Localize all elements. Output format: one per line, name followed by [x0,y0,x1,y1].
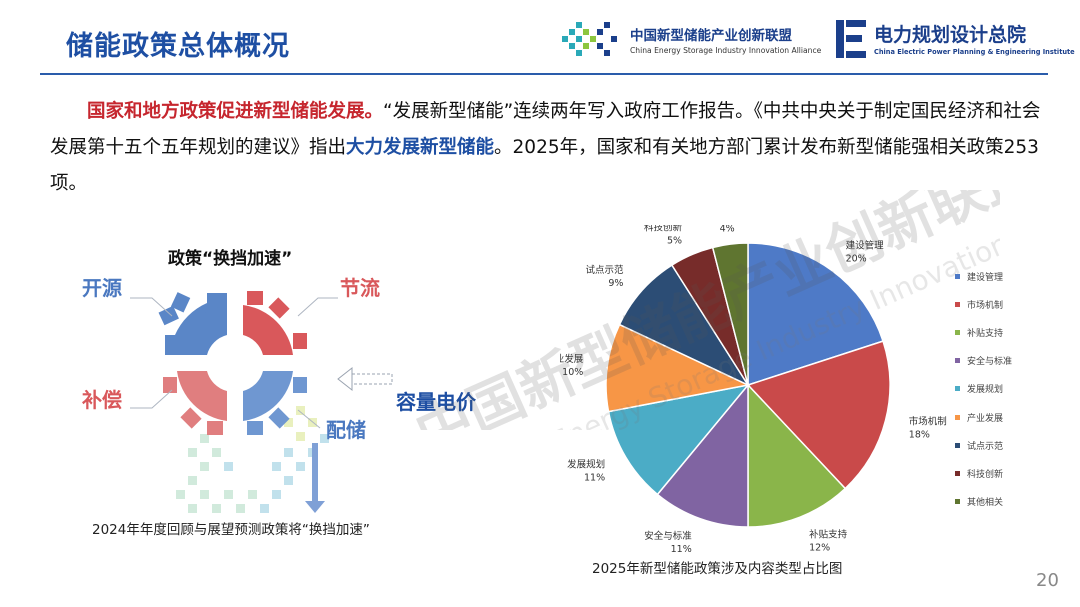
gear-diagram-caption: 2024年年度回顾与展望预测政策将“换挡加速” [92,522,370,538]
pie-label-category-6: 产业发展 [560,353,584,365]
pie-label-value-2: 18% [909,429,930,440]
pie-label-value-7: 9% [608,278,623,289]
gear-diagram [130,291,393,513]
pie-label-value-9: 4% [720,225,735,234]
legend-label-7: 试点示范 [967,441,1004,452]
legend-label-6: 产业发展 [967,413,1004,424]
pie-slice-4 [656,382,749,528]
legend-item-1: 建设管理 [955,262,1012,290]
legend-item-8: 科技创新 [955,459,1012,487]
pie-label-category-4: 安全与标准 [644,530,692,542]
policy-type-pie-chart: 建设管理 20% 市场机制 18% 补贴支持 12% 安全与标准 11% 发展规划 11% 产业发展… [560,225,947,555]
pie-label-value-8: 5% [667,236,682,247]
pie-slice-6 [605,323,751,413]
legend-item-9: 其他相关 [955,488,1012,516]
legend-label-1: 建设管理 [967,272,1004,283]
legend-swatch-9 [955,499,960,505]
legend-item-3: 补贴支持 [955,318,1012,346]
pie-slice-2 [746,340,891,490]
pie-label-value-4: 11% [671,544,692,555]
pie-label-category-5: 发展规划 [567,459,605,471]
pie-slice-7 [618,264,751,387]
legend-swatch-8 [955,470,960,476]
pie-label-category-1: 建设管理 [846,240,885,252]
intro-text-1: “发展新型储能”连续两年写入政府工作报告。《中共中央关于制定国民经济和社会发展第… [50,101,1041,158]
label-kaiyuan: 开源 [82,276,122,300]
gear-center-ring [211,339,259,387]
legend-item-6: 产业发展 [955,403,1012,431]
intro-text-2: 。2025年，国家和有关地方部门累计发布新型储能强相关政策253项。 [50,137,1039,194]
legend-item-7: 试点示范 [955,431,1012,459]
intro-paragraph: 国家和地方政策促进新型储能发展。“发展新型储能”连续两年写入政府工作报告。《中共… [50,94,1042,202]
pie-label-category-3: 补贴支持 [809,528,848,540]
legend-label-8: 科技创新 [967,469,1004,480]
pie-label-value-3: 12% [809,542,830,553]
gear-quadrant-bottom-left [163,371,227,435]
pie-label-category-2: 市场机制 [909,415,947,427]
pie-slice-5 [607,383,750,496]
institute-logo-icon [836,20,866,58]
alliance-logo-icon [562,22,617,56]
intro-lead: 国家和地方政策促进新型储能发展。 [87,101,384,122]
label-capacity-price: 容量电价 [396,390,476,414]
alliance-name-cn: 中国新型储能产业创新联盟 [630,28,792,44]
gear-quadrant-top-right [243,291,307,355]
legend-swatch-4 [955,358,960,364]
legend-item-4: 安全与标准 [955,347,1012,375]
pie-slice-9 [711,242,749,386]
alliance-name-en: China Energy Storage Industry Innovation… [630,46,822,55]
legend-swatch-2 [955,301,960,307]
label-buchang: 补偿 [82,388,122,412]
alliance-logo: 中国新型储能产业创新联盟 China Energy Storage Indust… [560,18,828,62]
title-divider [40,73,1048,75]
legend-label-2: 市场机制 [967,300,1004,311]
legend-swatch-6 [955,414,960,420]
pie-label-category-7: 试点示范 [585,264,624,276]
legend-item-2: 市场机制 [955,290,1012,318]
legend-label-9: 其他相关 [967,498,1004,509]
intro-emphasis: 大力发展新型储能 [346,137,495,158]
pie-label-value-1: 20% [846,254,867,265]
legend-label-5: 发展规划 [967,385,1004,396]
pie-slice-3 [747,383,847,528]
label-jieliu: 节流 [340,276,380,300]
legend-label-4: 安全与标准 [967,357,1013,368]
institute-logo: 电力规划设计总院 China Electric Power Planning &… [836,14,1075,64]
pie-legend: 建设管理市场机制补贴支持安全与标准发展规划产业发展试点示范科技创新其他相关 [955,262,1012,516]
institute-name-en: China Electric Power Planning & Engineer… [874,48,1075,56]
legend-swatch-3 [955,329,960,335]
page-number: 20 [1036,570,1059,591]
storage-arrow [305,443,325,513]
capacity-price-arrow [337,366,393,392]
gear-quadrant-top-left [158,292,227,355]
pie-slice-1 [747,242,884,387]
page-title: 储能政策总体概况 [66,31,290,62]
legend-swatch-5 [955,386,960,392]
gear-diagram-title: 政策“换挡加速” [168,249,293,269]
legend-swatch-7 [955,442,960,448]
label-peichu: 配储 [326,418,366,442]
legend-swatch-1 [955,273,960,279]
pie-chart-title: 2025年新型储能政策涉及内容类型占比图 [592,561,843,577]
legend-item-5: 发展规划 [955,375,1012,403]
institute-name-cn: 电力规划设计总院 [874,24,1027,46]
gear-quadrant-bottom-right [243,371,307,435]
label-connectors [130,297,338,429]
pie-label-value-5: 11% [584,473,605,484]
legend-label-3: 补贴支持 [967,328,1004,339]
pie-label-category-8: 科技创新 [644,225,683,234]
pie-label-value-6: 10% [562,367,583,378]
